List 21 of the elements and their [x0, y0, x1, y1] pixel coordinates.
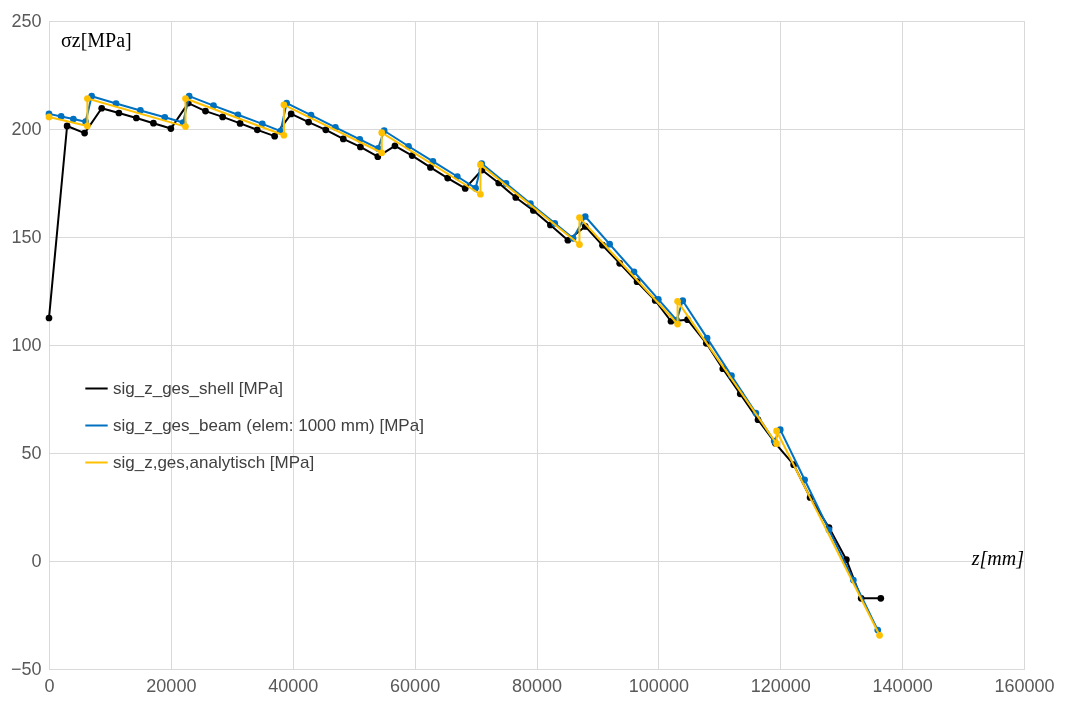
- x-tick-label: 160000: [994, 675, 1055, 696]
- y-axis-title: σz[MPa]: [61, 29, 132, 51]
- legend-label: sig_z_ges_beam (elem: 1000 mm) [MPa]: [113, 415, 424, 435]
- x-tick-label: 40000: [268, 675, 319, 696]
- y-tick-label: 0: [31, 550, 42, 571]
- y-tick-label: 200: [11, 118, 42, 139]
- x-tick-label: 80000: [511, 675, 563, 696]
- x-tick-label: 100000: [628, 675, 689, 696]
- y-tick-label: 250: [11, 10, 42, 31]
- y-tick-label: 150: [11, 226, 42, 247]
- legend-label: sig_z,ges,analytisch [MPa]: [113, 452, 315, 472]
- x-tick-label: 20000: [146, 675, 197, 696]
- legend-label: sig_z_ges_shell [MPa]: [113, 378, 284, 398]
- x-tick-label: 140000: [872, 675, 933, 696]
- x-tick-label: 120000: [750, 675, 811, 696]
- x-tick-label: 0: [44, 675, 55, 696]
- y-tick-label: 50: [21, 442, 42, 463]
- x-tick-label: 60000: [390, 675, 441, 696]
- y-tick-label: 100: [11, 334, 42, 355]
- y-tick-label: −50: [10, 658, 42, 679]
- x-axis-title: z[mm]: [970, 547, 1024, 569]
